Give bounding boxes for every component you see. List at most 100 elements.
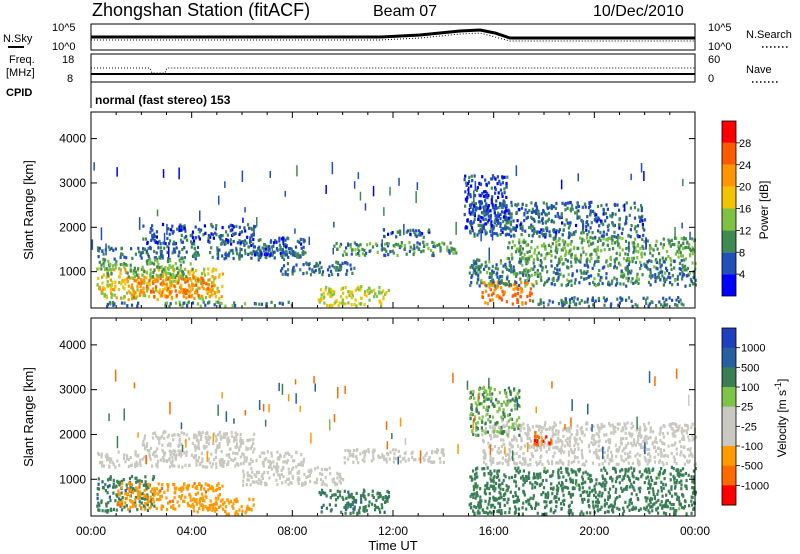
power-scatter-cell xyxy=(521,263,524,267)
velocity-scatter-cell xyxy=(252,450,255,454)
power-scatter-cell xyxy=(687,246,690,250)
power-scatter-cell xyxy=(618,236,621,240)
power-scatter-cell xyxy=(259,255,262,260)
velocity-scatter-cell xyxy=(539,475,542,479)
power-scatter-cell xyxy=(594,299,597,303)
power-scatter-cell xyxy=(183,277,186,281)
velocity-scatter-cell xyxy=(425,451,428,455)
power-scatter-cell xyxy=(138,290,141,294)
nave-tick-bottom: 0 xyxy=(708,73,714,85)
power-scatter-cell xyxy=(654,273,657,277)
power-scatter-cell xyxy=(524,279,527,283)
power-scatter-cell xyxy=(571,272,574,276)
velocity-scatter-cell xyxy=(132,487,135,491)
power-scatter-cell xyxy=(558,228,561,232)
power-scatter-cell xyxy=(535,280,538,284)
power-scatter-cell xyxy=(265,247,268,251)
power-scatter-cell xyxy=(478,193,481,197)
velocity-scatter-cell xyxy=(598,448,601,453)
velocity-scatter-cell xyxy=(475,505,478,510)
power-scatter-streak xyxy=(357,172,360,180)
velocity-scatter-cell xyxy=(174,449,177,453)
power-scatter-cell xyxy=(681,254,684,258)
power-scatter-cell xyxy=(299,237,302,241)
power-scatter-cell xyxy=(610,237,613,241)
power-scatter-cell xyxy=(215,300,218,304)
power-scatter-cell xyxy=(322,291,325,295)
velocity-scatter-cell xyxy=(571,470,574,474)
power-scatter-cell xyxy=(217,290,220,294)
velocity-scatter-cell xyxy=(284,452,287,456)
power-scatter-cell xyxy=(178,225,181,229)
velocity-scatter-cell xyxy=(218,492,222,497)
power-scatter-cell xyxy=(170,228,173,232)
velocity-scatter-cell xyxy=(678,474,681,478)
power-scatter-cell xyxy=(630,269,633,273)
power-scatter-cell xyxy=(142,290,145,294)
velocity-scatter-cell xyxy=(677,471,680,475)
power-scatter-cell xyxy=(594,218,597,222)
power-scatter-cell xyxy=(606,207,609,211)
velocity-scatter-cell xyxy=(338,494,341,498)
velocity-scatter-cell xyxy=(488,487,491,491)
power-scatter-cell xyxy=(281,272,284,276)
velocity-scatter-cell xyxy=(487,502,490,506)
power-scatter-cell xyxy=(135,273,138,277)
power-scatter-cell xyxy=(557,230,560,234)
power-scatter-cell xyxy=(265,302,268,306)
velocity-scatter-cell xyxy=(126,454,129,458)
power-scatter-cell xyxy=(473,211,476,216)
velocity-scatter-cell xyxy=(179,449,182,453)
power-scatter-cell xyxy=(354,298,357,302)
power-scatter-cell xyxy=(182,290,185,294)
velocity-scatter-cell xyxy=(660,500,663,504)
power-scatter-cell xyxy=(103,292,106,296)
power-scatter-cell xyxy=(495,294,498,298)
velocity-scatter-cell xyxy=(134,450,137,454)
power-scatter-cell xyxy=(302,263,305,267)
power-scatter-cell xyxy=(678,245,681,249)
power-scatter-cell xyxy=(530,210,533,214)
power-scatter-cell xyxy=(153,295,156,299)
power-scatter-cell xyxy=(101,291,104,295)
power-scatter-cell xyxy=(617,261,621,265)
velocity-scatter-cell xyxy=(648,471,651,475)
power-scatter-cell xyxy=(371,245,375,249)
velocity-scatter-cell xyxy=(221,484,224,488)
power-scatter-cell xyxy=(580,253,583,257)
power-scatter-cell xyxy=(273,304,276,308)
velocity-scatter-cell xyxy=(645,476,648,480)
power-scatter-cell xyxy=(538,220,541,224)
velocity-scatter-cell xyxy=(561,482,564,486)
power-scatter-cell xyxy=(355,243,358,247)
velocity-scatter-cell xyxy=(172,449,175,453)
power-scatter-streak xyxy=(244,207,246,213)
power-scatter-cell xyxy=(423,244,426,248)
velocity-scatter-cell xyxy=(563,450,566,454)
velocity-scatter-cell xyxy=(198,507,201,511)
power-scatter-cell xyxy=(513,244,516,248)
velocity-scatter-cell xyxy=(227,512,230,516)
velocity-scatter-cell xyxy=(301,483,304,487)
velocity-scatter-cell xyxy=(215,439,218,443)
velocity-scatter-cell xyxy=(692,507,695,511)
power-scatter-cell xyxy=(496,182,499,186)
power-scatter-cell xyxy=(662,296,665,300)
power-scatter-cell xyxy=(203,273,206,277)
power-scatter-cell xyxy=(368,298,371,302)
velocity-scatter-cell xyxy=(389,450,392,454)
power-scatter-cell xyxy=(244,248,247,252)
power-scatter-cell xyxy=(151,233,154,238)
velocity-scatter-cell xyxy=(208,437,211,441)
velocity-scatter-cell xyxy=(263,481,267,485)
velocity-scatter-cell xyxy=(368,500,371,504)
velocity-scatter-cell xyxy=(488,496,491,500)
velocity-scatter-cell xyxy=(544,470,547,474)
velocity-scatter-cell xyxy=(470,492,473,497)
power-scatter-cell xyxy=(664,271,667,275)
power-scatter-cell xyxy=(335,265,338,270)
velocity-scatter-cell xyxy=(591,488,594,492)
power-scatter-cell xyxy=(244,252,247,256)
power-scatter-cell xyxy=(654,279,657,284)
